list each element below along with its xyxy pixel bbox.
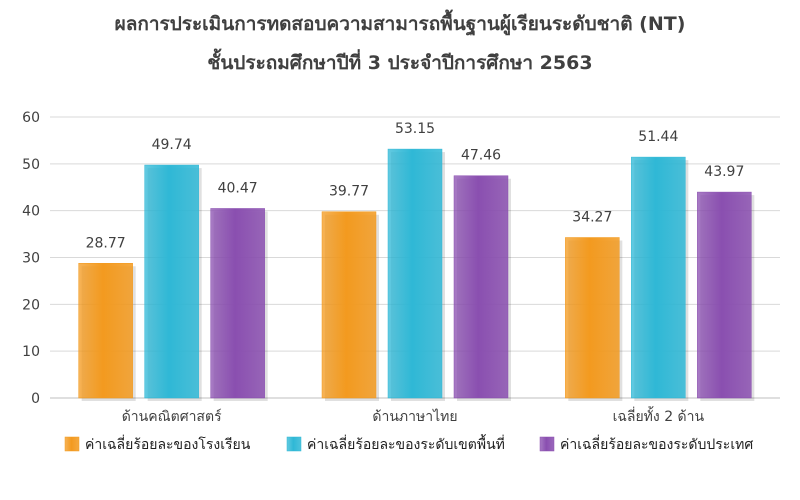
y-tick-label: 10 <box>22 344 40 360</box>
legend-swatch <box>286 436 302 452</box>
chart-title-line-1: ผลการประเมินการทดสอบความสามารถพื้นฐานผู้… <box>115 9 686 37</box>
y-tick-label: 30 <box>22 251 40 267</box>
bar <box>453 175 509 399</box>
bar <box>387 148 443 399</box>
bar-value-label: 43.97 <box>704 164 744 180</box>
bar-value-label: 47.46 <box>461 148 501 164</box>
y-tick-label: 0 <box>31 391 40 407</box>
chart-title-line-2: ชั้นประถมศึกษาปีที่ 3 ประจำปีการศึกษา 25… <box>207 48 592 74</box>
legend: ค่าเฉลี่ยร้อยละของโรงเรียน ค่าเฉลี่ยร้อยล… <box>64 434 753 453</box>
bar <box>210 208 265 399</box>
legend-label: ค่าเฉลี่ยร้อยละของโรงเรียน <box>85 435 251 453</box>
bar <box>78 263 133 399</box>
bar <box>144 164 199 399</box>
bar <box>321 211 377 399</box>
x-category-label: ด้านภาษาไทย <box>372 408 457 425</box>
bar-value-label: 53.15 <box>395 121 435 137</box>
y-tick-label: 50 <box>22 157 40 173</box>
x-category-label: เฉลี่ยทั้ง 2 ด้าน <box>613 406 705 425</box>
bar <box>565 237 620 399</box>
y-tick-label: 40 <box>22 204 40 220</box>
x-category-label: ด้านคณิตศาสตร์ <box>122 408 222 425</box>
bar-value-label: 51.44 <box>638 129 678 145</box>
bars <box>78 148 755 401</box>
bar-value-label: 28.77 <box>86 235 126 251</box>
y-tick-label: 20 <box>22 297 40 313</box>
y-tick-label: 60 <box>22 110 40 126</box>
legend-swatch <box>539 436 555 452</box>
bar <box>631 156 686 399</box>
bar-value-label: 40.47 <box>218 180 258 196</box>
legend-label: ค่าเฉลี่ยร้อยละของระดับประเทศ <box>560 435 753 453</box>
bar-value-label: 39.77 <box>329 184 369 200</box>
bar-value-label: 49.74 <box>152 137 192 153</box>
bar <box>697 191 752 399</box>
legend-label: ค่าเฉลี่ยร้อยละของระดับเขตพื้นที่ <box>307 434 505 453</box>
legend-swatch <box>64 436 80 452</box>
data-labels: 28.77 49.74 40.47 39.77 53.15 47.46 34.27 51.44… <box>86 121 745 251</box>
bar-value-label: 34.27 <box>572 210 612 226</box>
